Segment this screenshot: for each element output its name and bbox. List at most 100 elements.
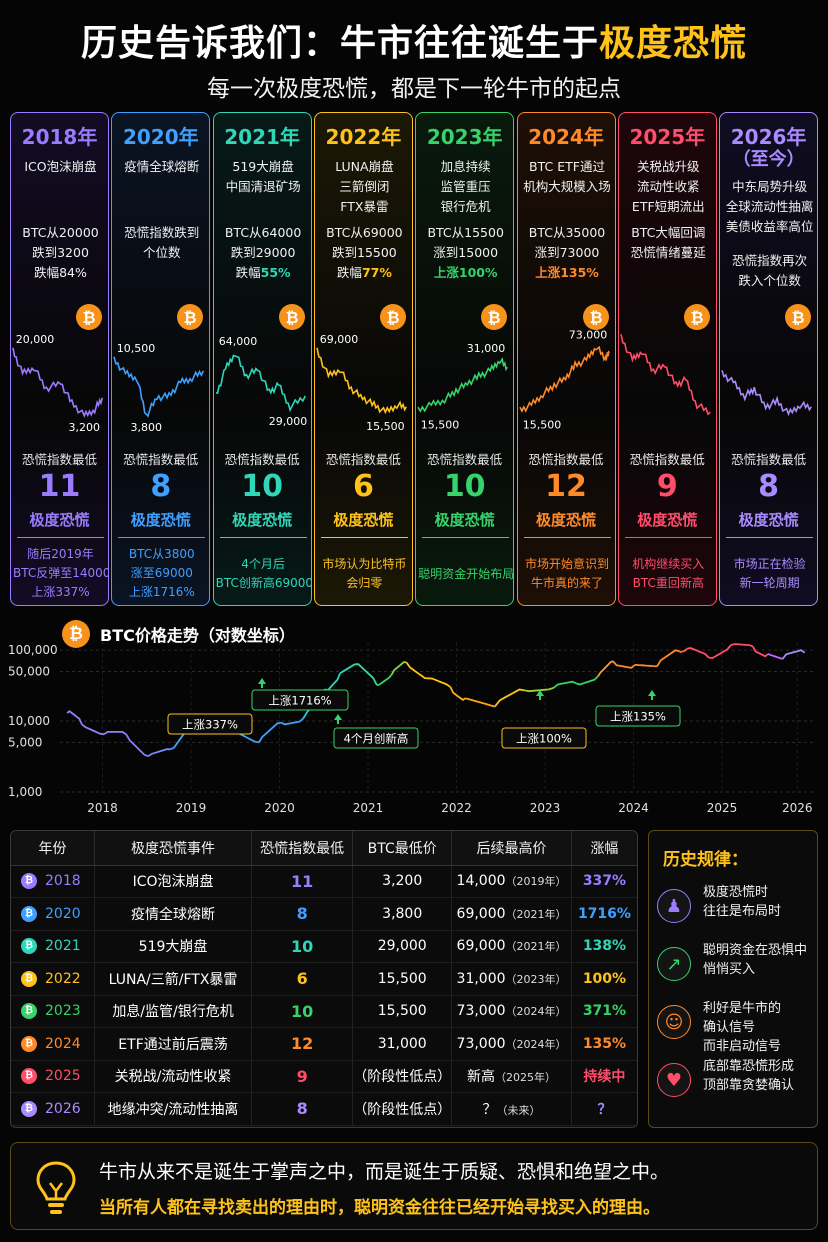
fear-index-value: 6 xyxy=(352,469,374,504)
fear-index-tag: 极度恐慌 xyxy=(333,511,394,529)
high-year: （2025年） xyxy=(495,1071,557,1085)
panel-move-line: 恐慌指数跌到 xyxy=(124,225,200,240)
panel-aftermath-line: 市场正在检验 xyxy=(733,557,806,571)
panel-move-highlight: 77% xyxy=(361,265,392,280)
rule-text: 底部靠恐慌形成 顶部靠贪婪确认 xyxy=(703,1057,819,1095)
panel-aftermath: BTC从3800 涨至69000 上涨1716% xyxy=(114,545,209,602)
year-panel: 2025年 关税战升级 流动性收紧 ETF短期流出 BTC大幅回调 恐慌情绪蔓延 ₿ 恐慌指数… xyxy=(617,112,717,606)
event-cell: ICO泡沫崩盘 xyxy=(94,865,253,898)
high-year: （2023年） xyxy=(505,972,567,986)
panel-aftermath-line: 聪明资金开始布局 xyxy=(418,567,515,581)
gain-cell: 371% xyxy=(571,995,637,1028)
panel-move-line: BTC从15500 xyxy=(427,225,504,240)
panel-low-label: 15,500 xyxy=(522,418,561,431)
price-line-segment xyxy=(781,649,806,660)
price-line-segment xyxy=(390,661,407,676)
table-body: ₿ 2018 ICO泡沫崩盘 11 3,200 14,000（2019年） 337% ₿ 202… xyxy=(11,865,637,1126)
panel-high-label: 31,000 xyxy=(467,342,506,355)
price-line-segment xyxy=(66,710,83,725)
panel-move: BTC从64000 跌到29000 跌幅55% xyxy=(216,223,311,283)
panel-year: 2023年 xyxy=(426,125,503,149)
price-line-segment xyxy=(524,686,555,693)
panel-aftermath-line: 市场认为比特币 xyxy=(322,557,407,571)
panel-high-label: 20,000 xyxy=(16,333,55,346)
btc-price-chart: ₿ BTC价格走势（对数坐标） 100,000 50,000 10,000 5,000… xyxy=(0,612,828,822)
year-cell: ₿ 2020 xyxy=(11,897,95,931)
bitcoin-icon xyxy=(683,304,710,330)
price-line-segment xyxy=(730,643,754,648)
panel-move: BTC大幅回调 恐慌情绪蔓延 xyxy=(621,223,716,263)
annotation-label: 上涨337% xyxy=(182,718,238,732)
rule-text: 极度恐慌时 往往是布局时 xyxy=(703,883,819,921)
x-tick-label: 2024 xyxy=(618,801,649,815)
panel-year: 2024年 xyxy=(528,125,604,149)
fear-index-label: 恐慌指数最低 xyxy=(528,452,604,467)
fear-index-value: 11 xyxy=(38,469,81,504)
panel-mini-chart: ₿ 10,500 3,800 xyxy=(113,304,205,433)
panel-move: 恐慌指数再次 跌入个位数 xyxy=(722,251,817,291)
bitcoin-icon xyxy=(582,304,609,330)
fear-index-value: 8 xyxy=(758,469,780,504)
panel-aftermath: 随后2019年 BTC反弹至14000 上涨337% xyxy=(13,545,108,602)
panel-move-line: BTC从20000 xyxy=(22,225,99,240)
panel-move-line: 跌幅55% xyxy=(235,265,291,280)
bitcoin-symbol: ₿ xyxy=(184,308,197,327)
panel-divider xyxy=(523,537,611,538)
high-price: 73,000 xyxy=(456,1035,506,1052)
panel-move-line: 恐慌指数再次 xyxy=(732,253,808,268)
panel-aftermath-line: 市场开始意识到 xyxy=(524,557,609,571)
panel-low-label: 29,000 xyxy=(268,415,307,428)
bitcoin-icon: ₿ xyxy=(21,873,37,890)
price-line-segment xyxy=(354,663,378,686)
rule-item: ♥ 底部靠恐慌形成 顶部靠贪婪确认 xyxy=(657,1057,817,1117)
year-cell: ₿ 2024 xyxy=(11,1027,95,1061)
panel-aftermath-line: 上涨337% xyxy=(31,585,90,599)
bitcoin-icon xyxy=(785,304,812,330)
bitcoin-symbol: ₿ xyxy=(386,308,399,327)
panel-move-line: BTC从64000 xyxy=(224,225,302,240)
panel-aftermath-line: BTC从3800 xyxy=(128,547,195,561)
rule-item: ♟ 极度恐慌时 往往是布局时 xyxy=(657,883,817,943)
panel-move-line: 跌幅84% xyxy=(34,265,87,280)
panel-event-line: 流动性收紧 xyxy=(637,179,700,194)
year-panel: 2024年 BTC ETF通过 机构大规模入场 BTC从35000 涨到73000 上涨1… xyxy=(516,112,616,606)
fear-cell: 10 xyxy=(251,995,354,1028)
rule-line: 顶部靠贪婪确认 xyxy=(703,1078,795,1093)
gain-cell: 135% xyxy=(571,1027,637,1061)
year-text: 2021 xyxy=(45,938,81,955)
rule-item: ↗ 聪明资金在恐惧中 悄悄买入 xyxy=(657,941,817,1001)
year-text: 2023 xyxy=(45,1003,81,1020)
chess-icon: ♟ xyxy=(657,889,691,923)
panel-year: 2022年 xyxy=(325,125,402,149)
bitcoin-symbol: ₿ xyxy=(82,308,95,327)
table-header: 年份 极度恐慌事件 恐慌指数最低 BTC最低价 后续最高价 涨幅 xyxy=(11,831,637,866)
year-cell: ₿ 2021 xyxy=(11,930,95,963)
panel-divider xyxy=(118,537,206,538)
x-tick-label: 2022 xyxy=(441,801,472,815)
x-tick-label: 2018 xyxy=(87,801,118,815)
panel-event: 关税战升级 流动性收紧 ETF短期流出 xyxy=(621,157,716,217)
annotation-box xyxy=(501,727,587,749)
annotation-label: 上涨135% xyxy=(610,710,666,724)
high-price: ？ xyxy=(482,1101,497,1118)
table-header-cell: 年份 xyxy=(11,831,95,866)
lightbulb-icon xyxy=(36,1161,76,1214)
panel-move-line: BTC大幅回调 xyxy=(631,225,706,240)
rule-line: 利好是牛市的 xyxy=(703,1001,782,1016)
y-tick-label: 100,000 xyxy=(8,643,58,657)
fear-cell: 8 xyxy=(251,1092,354,1126)
price-line-segment xyxy=(678,648,688,654)
annotation-label: 上涨100% xyxy=(516,732,572,746)
bitcoin-icon: ₿ xyxy=(21,1003,37,1020)
fear-index-label: 恐慌指数最低 xyxy=(21,452,97,467)
high-price: 31,000 xyxy=(456,970,506,987)
panel-move-line: BTC从35000 xyxy=(528,225,606,240)
bitcoin-icon xyxy=(177,304,204,330)
panel-aftermath-line: 新一轮周期 xyxy=(739,576,800,590)
fear-cell: 9 xyxy=(251,1060,354,1093)
price-line-segment xyxy=(575,675,599,686)
panel-event: ICO泡沫崩盘 xyxy=(13,157,108,177)
year-text: 2022 xyxy=(45,970,81,987)
bitcoin-symbol: ₿ xyxy=(488,308,501,327)
panel-year: 2025年 xyxy=(629,125,706,149)
